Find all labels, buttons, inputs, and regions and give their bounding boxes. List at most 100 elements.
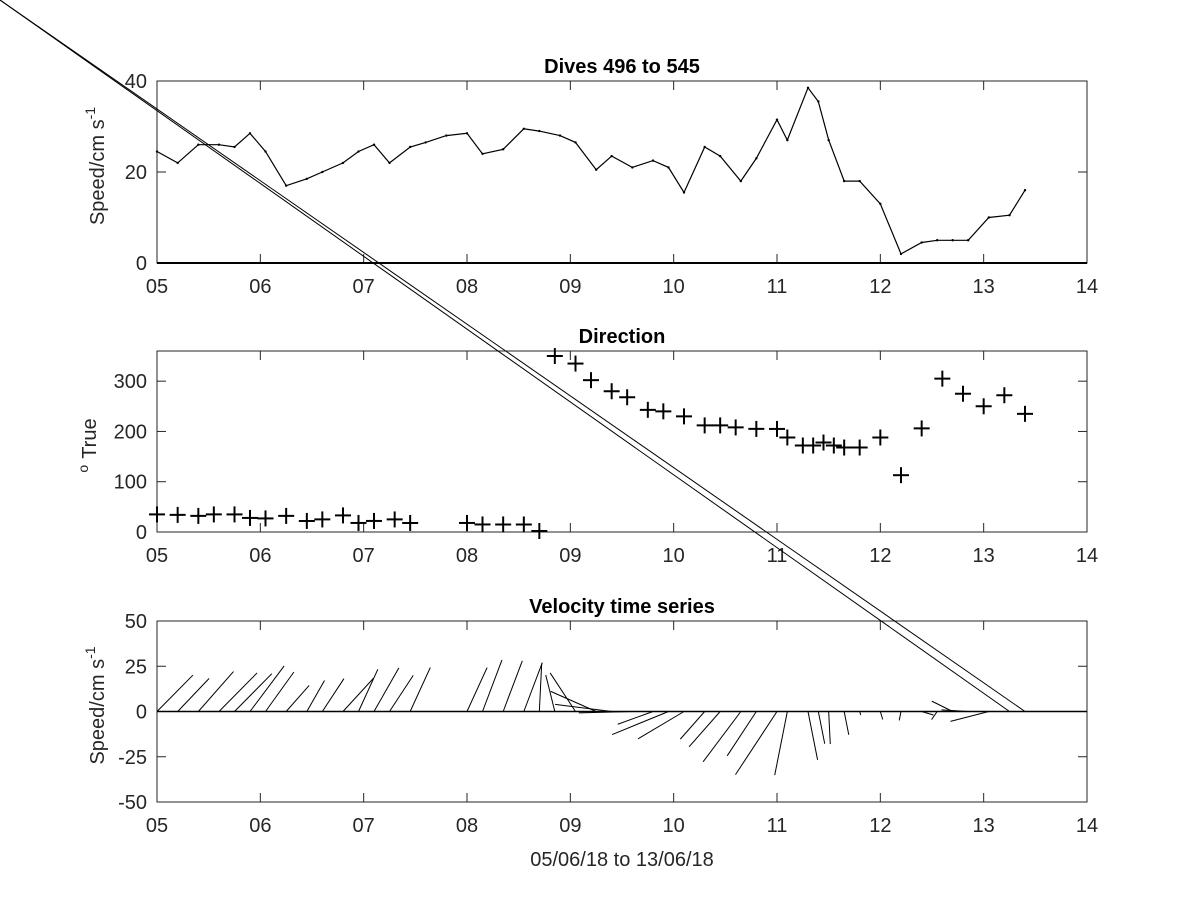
direction-marker <box>242 509 258 526</box>
x-axis-label: 05/06/18 to 13/06/18 <box>530 849 714 871</box>
chart-title: Dives 496 to 545 <box>544 56 700 78</box>
direction-marker <box>603 383 620 400</box>
velocity-stick <box>611 711 669 736</box>
velocity-stick <box>538 663 543 712</box>
speed-point <box>284 184 288 187</box>
speed-point <box>806 86 810 90</box>
velocity-stick <box>931 700 953 712</box>
direction-marker <box>314 511 331 528</box>
velocity-stick <box>555 703 612 712</box>
y-axis-label-text: Speed/cm s <box>87 659 109 765</box>
velocity-stick <box>482 659 503 712</box>
direction-marker <box>851 439 868 456</box>
speed-point <box>424 141 427 144</box>
chart-panel-3: 05 06 07 08 09 10 11 12 13 14 -50 -25 0 25 50 Velocity … <box>0 0 1098 871</box>
velocity-stick <box>545 674 556 712</box>
direction-marker <box>226 506 243 523</box>
speed-point <box>176 161 179 165</box>
velocity-stick <box>950 711 989 722</box>
direction-marker <box>495 516 512 533</box>
speed-line <box>156 86 1026 255</box>
x-tick-label: 08 <box>456 276 478 298</box>
speed-point <box>558 134 562 137</box>
x-tick-label: 09 <box>559 545 581 567</box>
velocity-stick <box>898 711 902 721</box>
speed-point <box>827 138 830 142</box>
velocity-stick <box>817 711 826 744</box>
speed-point <box>817 100 820 103</box>
velocity-stick <box>177 678 210 712</box>
direction-marker <box>298 512 315 529</box>
velocity-stick <box>807 711 819 760</box>
speed-point <box>264 150 267 153</box>
axes-box <box>156 80 1088 264</box>
speed-point <box>610 154 613 158</box>
speed-point <box>718 154 722 158</box>
speed-point <box>739 179 743 183</box>
direction-marker <box>335 507 351 524</box>
speed-point <box>522 127 526 130</box>
velocity-stick <box>265 671 295 712</box>
direction-marker <box>402 514 419 531</box>
velocity-stick <box>931 711 938 720</box>
x-tick-label: 11 <box>767 276 788 298</box>
speed-point <box>1008 214 1011 217</box>
direction-marker <box>350 514 367 531</box>
velocity-stick <box>285 685 310 712</box>
x-tick-label: 07 <box>353 276 375 298</box>
velocity-stick <box>688 711 721 748</box>
speed-point <box>248 132 252 135</box>
direction-marker <box>727 419 744 436</box>
speed-point <box>631 166 634 169</box>
speed-point <box>233 145 236 149</box>
y-tick-label: 25 <box>125 656 147 678</box>
direction-marker <box>1017 405 1033 422</box>
speed-point <box>305 177 309 181</box>
velocity-stick <box>409 667 431 712</box>
y-tick-label: -50 <box>118 792 147 814</box>
direction-marker <box>257 510 274 527</box>
y-tick-label: -25 <box>118 747 147 769</box>
velocity-stick <box>373 667 400 712</box>
velocity-stick <box>702 711 742 763</box>
velocity-stick <box>0 0 1010 712</box>
velocity-stick <box>859 711 862 716</box>
x-tick-label: 05 <box>146 815 168 837</box>
velocity-stick <box>321 678 345 712</box>
x-tick-label: 07 <box>353 545 375 567</box>
speed-point <box>651 159 655 162</box>
direction-marker <box>515 516 532 533</box>
direction-marker <box>474 516 491 533</box>
chart-title: Velocity time series <box>529 596 715 618</box>
direction-marker <box>546 348 563 365</box>
velocity-stick <box>197 671 234 712</box>
direction-marker <box>531 522 548 539</box>
chart-panel-2: 05 06 07 08 09 10 11 12 13 14 0 100 200 300 Direction o… <box>75 326 1098 567</box>
direction-marker <box>805 437 822 454</box>
y-tick-label: 100 <box>114 472 147 494</box>
speed-point <box>786 138 789 142</box>
speed-point <box>1023 189 1027 192</box>
velocity-stick <box>549 672 576 712</box>
y-axis-label: Speed/cm s-1 <box>82 107 109 225</box>
direction-marker <box>779 429 796 446</box>
y-tick-label: 40 <box>125 71 147 93</box>
direction-marker <box>205 506 222 523</box>
x-tick-label: 05 <box>146 276 168 298</box>
x-tick-label: 08 <box>456 815 478 837</box>
speed-point <box>920 241 923 244</box>
x-tick-label: 10 <box>663 276 685 298</box>
speed-point <box>217 143 221 146</box>
speed-point <box>501 148 505 151</box>
speed-point <box>388 161 391 165</box>
speed-point <box>667 166 670 169</box>
direction-marker <box>748 420 765 437</box>
x-tick-label: 06 <box>249 276 271 298</box>
velocity-stick <box>828 711 831 745</box>
direction-marker <box>913 420 930 437</box>
speed-point <box>574 141 577 144</box>
x-tick-label: 11 <box>767 815 788 837</box>
direction-marker <box>825 437 842 454</box>
x-tick-label: 08 <box>456 545 478 567</box>
y-axis-label: o True <box>75 418 101 472</box>
